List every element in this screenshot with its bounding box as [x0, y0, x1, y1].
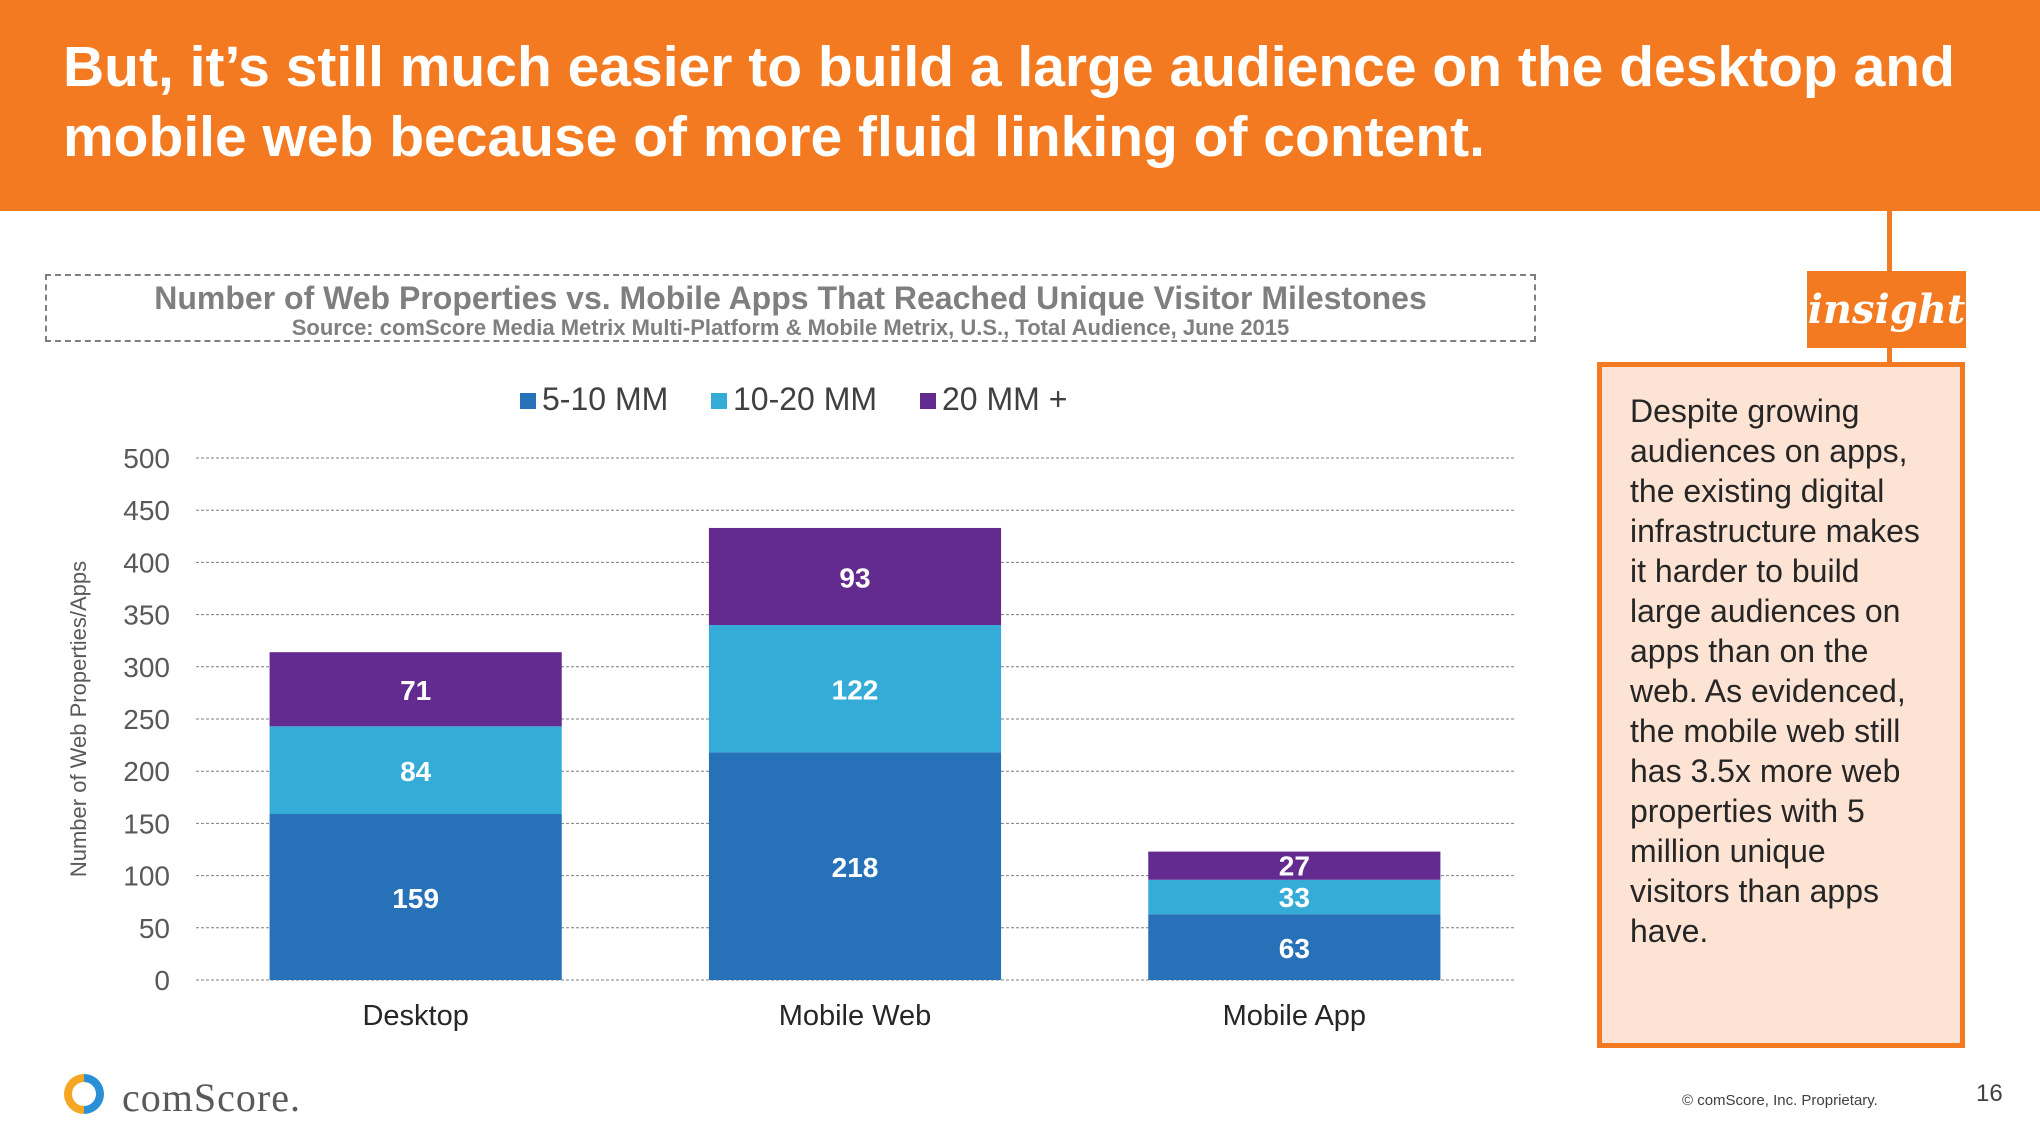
- bar-segment: [708, 527, 1002, 626]
- y-tick-label: 50: [139, 913, 170, 944]
- data-label: 71: [400, 675, 431, 706]
- y-tick-label: 500: [123, 443, 170, 474]
- bar-segment: [269, 814, 562, 980]
- stacked-bar-chart: 0 50 100 150 200 250 300 350 400 450 500 Number of …: [66, 381, 1514, 1032]
- insight-text: Despite growing audiences on apps, the e…: [1630, 393, 1920, 949]
- x-tick-label: Desktop: [362, 1000, 468, 1032]
- y-tick-label: 200: [123, 756, 170, 787]
- data-label: 93: [839, 562, 870, 593]
- y-tick-label: 350: [123, 600, 170, 631]
- chart-subtitle: Source: comScore Media Metrix Multi-Plat…: [291, 315, 1290, 340]
- chart-title-box: Number of Web Properties vs. Mobile Apps…: [45, 274, 1536, 342]
- page-number: 16: [1976, 1080, 2003, 1107]
- data-label: 159: [392, 883, 439, 914]
- y-tick-label: 450: [123, 495, 170, 526]
- y-tick-label: 250: [123, 704, 170, 735]
- bar-segment: [1148, 879, 1441, 915]
- insight-connector-line-lower: [1887, 348, 1892, 362]
- comscore-logo-icon: [64, 1074, 104, 1114]
- data-label: 218: [832, 852, 879, 883]
- bar-segment: [269, 652, 562, 727]
- insight-badge: insight: [1807, 271, 1966, 348]
- legend-label: 20 MM +: [942, 381, 1067, 417]
- x-tick-label: Mobile Web: [779, 1000, 932, 1032]
- bar-segment: [708, 625, 1002, 753]
- y-tick-label: 400: [123, 547, 170, 578]
- legend-swatch: [520, 393, 536, 409]
- bar-segment: [269, 726, 562, 815]
- legend-swatch: [711, 393, 727, 409]
- data-label: 27: [1279, 851, 1310, 882]
- data-label: 122: [832, 675, 879, 706]
- footer-brand: comScore.: [122, 1075, 301, 1120]
- y-tick-label: 300: [123, 652, 170, 683]
- x-tick-label: Mobile App: [1223, 1000, 1367, 1032]
- y-tick-label: 0: [154, 965, 170, 996]
- legend-label: 10-20 MM: [733, 381, 877, 417]
- y-tick-label: 100: [123, 861, 170, 892]
- header-bar: But, it’s still much easier to build a l…: [0, 0, 2040, 211]
- legend-swatch: [920, 393, 936, 409]
- insight-connector-line: [1887, 211, 1892, 271]
- bar-segment: [1148, 851, 1441, 880]
- data-label: 33: [1279, 882, 1310, 913]
- page-title: But, it’s still much easier to build a l…: [63, 35, 1955, 169]
- legend-label: 5-10 MM: [542, 381, 668, 417]
- footer-copyright: © comScore, Inc. Proprietary.: [1682, 1092, 1878, 1109]
- insight-text-box: Despite growing audiences on apps, the e…: [1597, 362, 1965, 1048]
- bar-segment: [1148, 914, 1441, 980]
- y-axis-label: Number of Web Properties/Apps: [66, 561, 91, 877]
- bar-segment: [708, 752, 1002, 980]
- data-label: 84: [400, 756, 432, 787]
- data-label: 63: [1279, 933, 1310, 964]
- y-tick-label: 150: [123, 808, 170, 839]
- chart-title: Number of Web Properties vs. Mobile Apps…: [154, 280, 1427, 316]
